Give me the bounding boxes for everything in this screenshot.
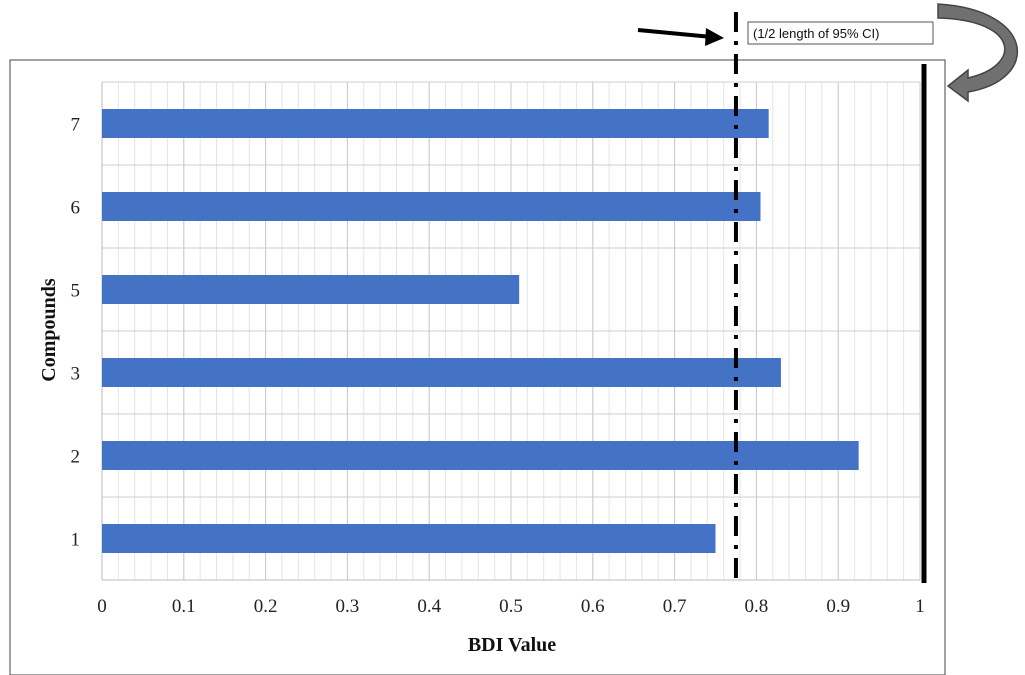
y-tick-label: 7	[71, 115, 81, 136]
arrow-right-icon	[637, 28, 724, 46]
x-tick-label: 0.8	[745, 596, 769, 617]
x-tick-label: 0.4	[417, 596, 441, 617]
reference-lines	[733, 12, 927, 585]
y-axis-title: Compounds	[38, 278, 60, 382]
x-axis-title: BDI Value	[468, 634, 556, 656]
y-tick-label: 2	[71, 447, 81, 468]
curved-arrow-icon	[937, 3, 1019, 103]
bar-compound-1	[102, 524, 716, 553]
bar-compound-3	[102, 358, 781, 387]
bar-compound-6	[102, 192, 761, 221]
annotation-box	[747, 21, 934, 45]
x-tick-label: 0.7	[663, 596, 687, 617]
bar-compound-7	[102, 109, 769, 138]
x-tick-label: 0.1	[172, 596, 196, 617]
bars	[102, 109, 859, 553]
chart-frame	[9, 59, 946, 675]
x-tick-label: 0.3	[336, 596, 360, 617]
x-tick-label: 0.6	[581, 596, 605, 617]
bar-compound-5	[102, 275, 520, 304]
bar-compound-2	[102, 441, 859, 470]
y-tick-label: 5	[71, 281, 81, 302]
x-tick-label: 1	[915, 596, 925, 617]
y-tick-label: 6	[71, 198, 81, 219]
y-tick-label: 3	[71, 364, 81, 385]
x-tick-label: 0.5	[499, 596, 523, 617]
y-tick-label: 1	[71, 530, 81, 551]
x-tick-label: 0.9	[826, 596, 850, 617]
x-tick-label: 0	[97, 596, 107, 617]
annotation-label: (1/2 length of 95% CI)	[753, 26, 879, 41]
tick-labels: 1 2 3 5 6 7 0 0.1 0.2 0.3 0.4 0.5 0.6 0.7 0.8 0.9 1	[71, 115, 925, 618]
x-tick-label: 0.2	[254, 596, 278, 617]
grid	[101, 81, 921, 581]
